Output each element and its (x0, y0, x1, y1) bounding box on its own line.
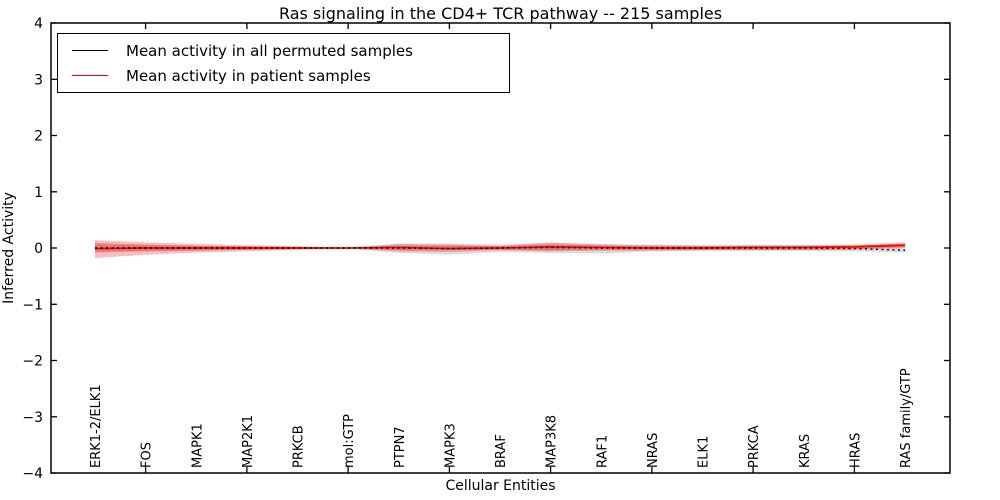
legend-box: Mean activity in all permuted samples Me… (57, 33, 510, 93)
y-axis-label: Inferred Activity (1, 192, 17, 304)
x-category-label: FOS (140, 442, 155, 468)
x-category-label: RAS family/GTP (899, 368, 914, 468)
y-tick-label: −4 (22, 466, 43, 482)
legend-label-permuted: Mean activity in all permuted samples (126, 41, 413, 60)
legend-entry-permuted: Mean activity in all permuted samples (58, 42, 509, 60)
band-patient-samples-outer-band (95, 240, 905, 259)
line-patient-mean (94, 244, 906, 250)
x-category-label: MAPK1 (190, 423, 205, 468)
y-tick-label: 4 (34, 16, 43, 32)
x-category-label: PRKCB (292, 425, 307, 468)
y-tick-label: −2 (22, 354, 43, 370)
x-category-label: MAPK3 (443, 423, 458, 468)
x-category-label: mol:GTP (342, 414, 357, 468)
legend-line-sample-patient (72, 75, 108, 76)
x-category-label: PTPN7 (393, 426, 408, 468)
x-category-label: ERK1-2/ELK1 (89, 384, 104, 468)
x-category-label: RAF1 (595, 435, 610, 468)
x-category-label: BRAF (494, 434, 509, 468)
legend-entry-patient: Mean activity in patient samples (58, 67, 509, 85)
x-category-label: ELK1 (697, 436, 712, 468)
y-tick-label: 3 (34, 72, 43, 88)
legend-line-sample-permuted (72, 50, 108, 51)
x-category-label: MAP3K8 (545, 415, 560, 468)
y-tick-label: 1 (34, 185, 43, 201)
y-tick-label: −1 (22, 297, 43, 313)
x-category-label: HRAS (848, 433, 863, 468)
x-category-label: PRKCA (747, 425, 762, 468)
y-tick-label: −3 (22, 410, 43, 426)
x-category-label: KRAS (798, 434, 813, 468)
x-category-label: MAP2K1 (241, 415, 256, 468)
x-axis-label: Cellular Entities (445, 478, 556, 494)
y-tick-label: 2 (34, 129, 43, 145)
x-category-label: NRAS (646, 433, 661, 468)
legend-label-patient: Mean activity in patient samples (126, 66, 371, 85)
chart-title: Ras signaling in the CD4+ TCR pathway --… (278, 4, 723, 23)
y-tick-label: 0 (34, 241, 43, 257)
